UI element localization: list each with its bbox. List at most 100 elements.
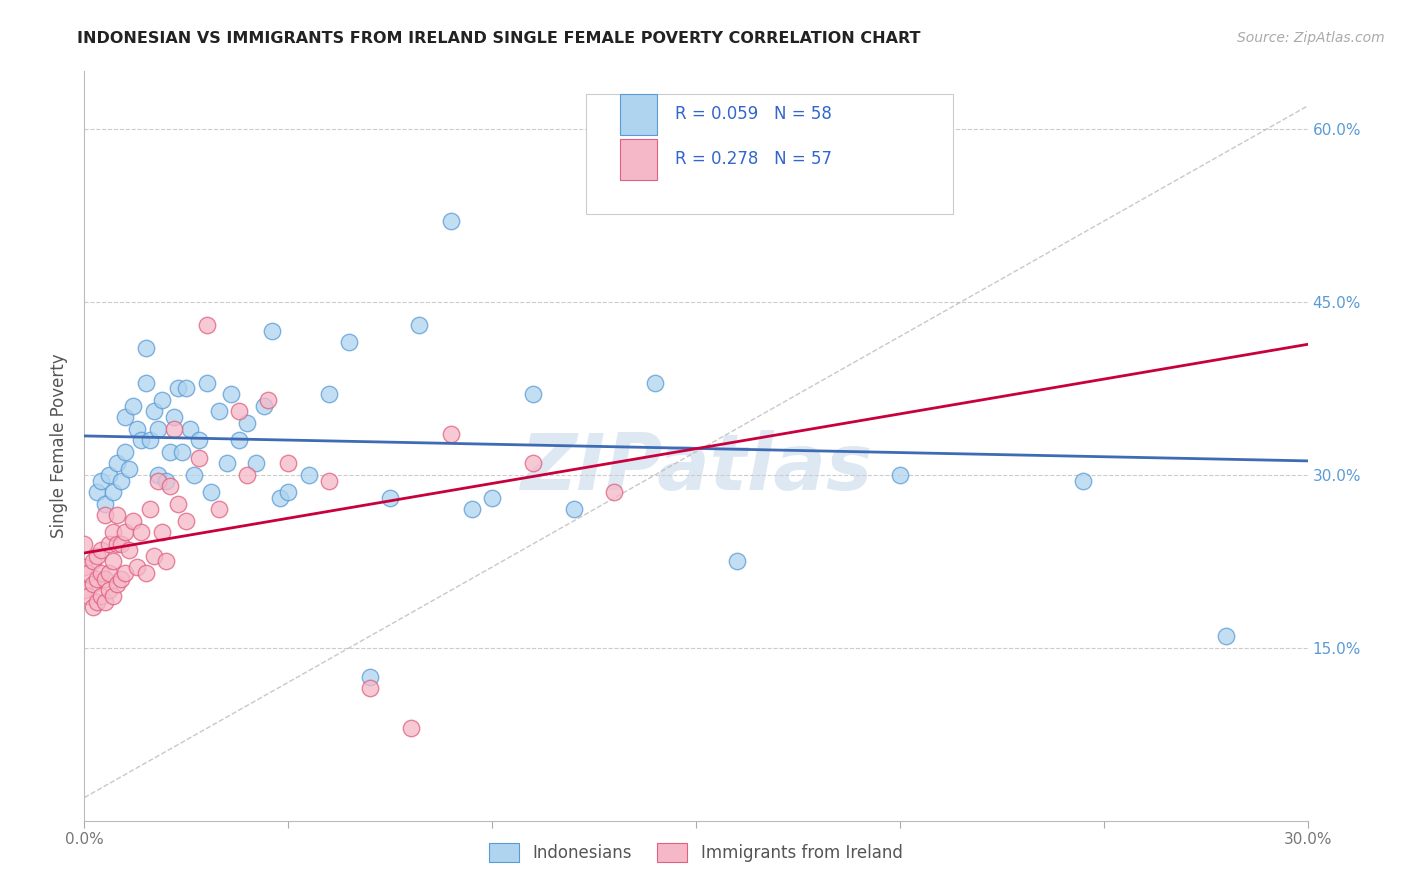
Point (236, 416, 259, 430)
Point (174, 381, 197, 395)
Point (167, 497, 190, 511)
Point (889, 467, 911, 482)
Point (127, 422, 149, 436)
FancyBboxPatch shape (586, 94, 953, 214)
Bar (620, 139, 657, 180)
Point (245, 456, 267, 470)
Text: ZIPatlas: ZIPatlas (520, 431, 872, 507)
Point (562, 502, 585, 516)
Point (298, 467, 321, 482)
Point (150, 392, 173, 407)
Point (146, 474, 169, 488)
Point (195, 318, 218, 332)
Point (339, 335, 361, 350)
Point (86, 594, 108, 608)
Point (159, 444, 181, 458)
Point (183, 467, 205, 482)
Point (101, 589, 124, 603)
Point (359, 669, 381, 683)
Point (105, 577, 128, 591)
Point (105, 456, 128, 470)
Point (110, 474, 132, 488)
Point (138, 434, 160, 448)
Point (1073, 474, 1095, 488)
Point (73, 583, 96, 598)
Point (110, 572, 132, 586)
Point (118, 542, 141, 557)
Point (86, 485, 108, 500)
Point (603, 485, 626, 500)
Point (93, 594, 115, 608)
Point (101, 554, 124, 568)
Point (228, 404, 250, 418)
Point (277, 456, 299, 470)
Point (159, 479, 181, 493)
Point (131, 434, 153, 448)
Point (105, 537, 128, 551)
Point (93, 497, 115, 511)
Point (461, 502, 484, 516)
Point (97, 537, 120, 551)
Point (114, 525, 136, 540)
Point (163, 410, 186, 425)
Point (122, 514, 145, 528)
Point (172, 444, 194, 458)
Point (481, 491, 503, 505)
Point (135, 341, 157, 355)
Point (93, 508, 115, 523)
Point (97, 467, 120, 482)
Point (187, 450, 209, 465)
Point (236, 467, 259, 482)
Point (114, 566, 136, 580)
Point (644, 376, 666, 390)
Point (90, 474, 112, 488)
Text: R = 0.278   N = 57: R = 0.278 N = 57 (675, 151, 832, 169)
Point (318, 474, 340, 488)
Point (208, 502, 231, 516)
Point (167, 381, 190, 395)
Point (179, 422, 201, 436)
Point (1215, 629, 1237, 643)
Point (114, 410, 136, 425)
Point (200, 485, 222, 500)
Text: INDONESIAN VS IMMIGRANTS FROM IRELAND SINGLE FEMALE POVERTY CORRELATION CHART: INDONESIAN VS IMMIGRANTS FROM IRELAND SI… (77, 31, 921, 46)
Point (146, 422, 169, 436)
Point (82, 600, 104, 615)
Point (77, 589, 100, 603)
Point (187, 434, 209, 448)
Point (86, 549, 108, 563)
Point (146, 467, 169, 482)
Point (440, 214, 463, 228)
Point (257, 392, 280, 407)
Point (142, 404, 165, 418)
Point (408, 318, 430, 332)
Point (380, 491, 402, 505)
Point (90, 542, 112, 557)
Point (174, 514, 197, 528)
Point (135, 566, 157, 580)
Legend: Indonesians, Immigrants from Ireland: Indonesians, Immigrants from Ireland (482, 836, 910, 869)
Point (195, 376, 218, 390)
Bar (620, 94, 657, 135)
Point (105, 508, 128, 523)
Text: Source: ZipAtlas.com: Source: ZipAtlas.com (1237, 31, 1385, 45)
Point (73, 560, 96, 574)
Point (522, 456, 544, 470)
Point (142, 549, 165, 563)
Point (77, 566, 100, 580)
Point (228, 434, 250, 448)
Point (150, 525, 173, 540)
Point (208, 404, 231, 418)
Point (114, 444, 136, 458)
Point (122, 399, 145, 413)
Point (90, 589, 112, 603)
Point (110, 537, 132, 551)
Point (522, 387, 544, 401)
Point (93, 572, 115, 586)
Point (101, 485, 124, 500)
Text: R = 0.059   N = 58: R = 0.059 N = 58 (675, 105, 832, 123)
Point (217, 456, 239, 470)
Point (440, 427, 463, 442)
Point (73, 537, 96, 551)
Point (260, 324, 283, 338)
